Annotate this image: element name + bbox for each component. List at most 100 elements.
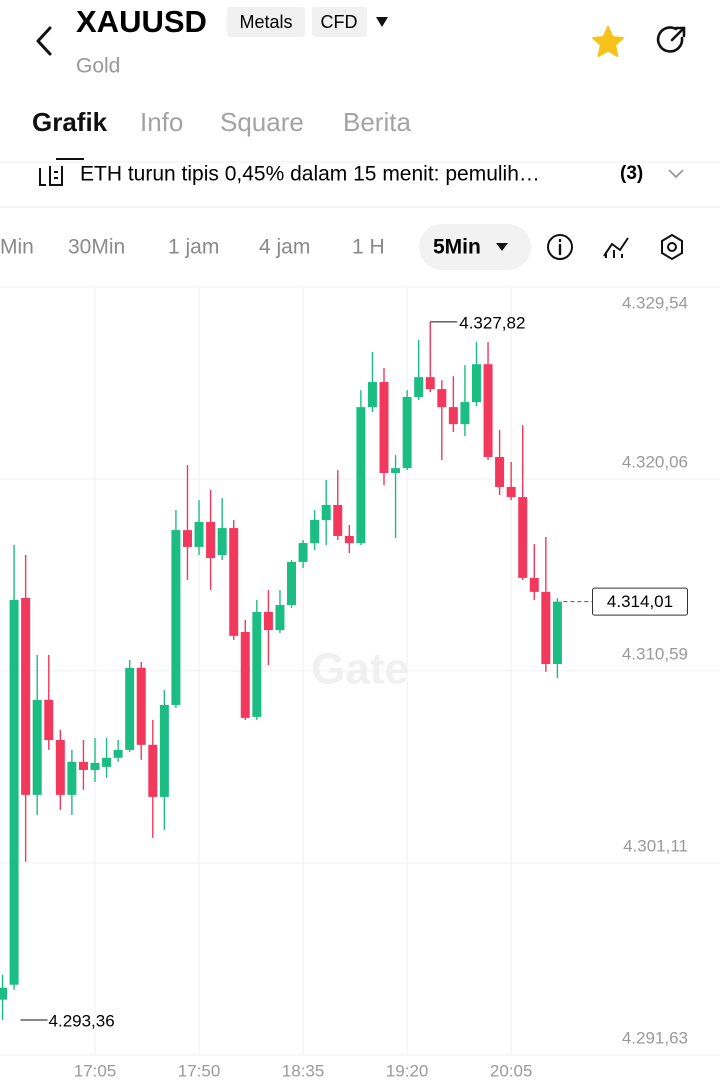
candle-body xyxy=(21,597,31,795)
info-icon[interactable] xyxy=(547,234,573,260)
tag-bg xyxy=(227,7,305,37)
candle-body xyxy=(402,397,412,469)
candle-body xyxy=(136,667,146,745)
expand-icon[interactable] xyxy=(668,169,684,179)
interval[interactable]: 4 jam xyxy=(259,236,310,259)
x-tick-label: 19:20 xyxy=(386,1061,429,1080)
candle-body xyxy=(379,382,389,473)
tab[interactable]: Grafik xyxy=(32,107,108,137)
interval[interactable]: 1 jam xyxy=(168,236,219,259)
share-icon-arrow xyxy=(670,26,686,42)
candle-body xyxy=(483,364,493,457)
interval[interactable]: Min xyxy=(0,236,34,259)
symbol: XAUUSD xyxy=(76,4,207,39)
candle-body xyxy=(506,486,516,498)
dropdown-icon xyxy=(496,243,508,251)
candle-body xyxy=(356,407,366,544)
candle-body xyxy=(148,744,158,797)
watermark: Gate xyxy=(311,645,409,694)
chart: Gate 4.291,63 4.301,11 4.310,59 4.320,06 4.32… xyxy=(0,286,720,1080)
interval[interactable]: 30Min xyxy=(68,236,125,259)
news-count: (3) xyxy=(620,163,643,184)
settings-icon[interactable] xyxy=(661,233,683,261)
candle-body xyxy=(414,377,424,398)
candle-body xyxy=(9,599,19,985)
selected-interval[interactable]: 5Min xyxy=(433,236,481,259)
candle-body xyxy=(471,364,481,403)
candle-body xyxy=(518,497,528,578)
tab[interactable]: Berita xyxy=(343,107,411,137)
last-price-box xyxy=(592,587,688,616)
candle-body xyxy=(182,530,192,547)
x-tick-label: 17:05 xyxy=(74,1061,117,1080)
candle-body xyxy=(32,699,42,795)
candle-body xyxy=(448,407,458,425)
candle-body xyxy=(171,530,181,705)
candle-body xyxy=(437,389,447,408)
favorite-star[interactable] xyxy=(592,26,624,57)
candle-body xyxy=(206,521,216,559)
selected-interval-bg[interactable] xyxy=(419,224,531,270)
candle-body xyxy=(240,632,250,718)
candle-body xyxy=(102,757,112,767)
tab[interactable]: Square xyxy=(220,107,304,137)
tag: CFD xyxy=(321,12,358,32)
y-tick-label: 4.310,59 xyxy=(622,644,688,663)
candle-body xyxy=(90,762,100,770)
news-text[interactable]: ETH turun tipis 0,45% dalam 15 menit: pe… xyxy=(80,163,540,186)
tab[interactable]: Info xyxy=(140,107,183,137)
candle-body xyxy=(44,699,54,740)
intervals: Min 30Min 1 jam 4 jam 1 H xyxy=(0,236,385,259)
tabs: Grafik Info Square Berita xyxy=(32,107,411,137)
last-price-label: 4.314,01 xyxy=(607,592,673,611)
candle-body xyxy=(495,456,505,487)
candle-body xyxy=(310,519,320,544)
x-tick-label: 18:35 xyxy=(282,1061,325,1080)
candle-body xyxy=(229,528,239,636)
candle-body xyxy=(367,382,377,408)
indicator-icon[interactable] xyxy=(603,237,629,258)
candle-body xyxy=(217,528,227,556)
instrument-name: Gold xyxy=(76,55,120,78)
candle-body xyxy=(78,761,88,770)
high-label: 4.327,82 xyxy=(459,313,525,332)
y-tick-label: 4.320,06 xyxy=(622,453,688,472)
candle-body xyxy=(391,468,401,473)
candle-body xyxy=(113,749,123,758)
tag: Metals xyxy=(239,12,292,32)
candle-body xyxy=(344,535,354,544)
news-icon xyxy=(39,158,84,186)
candle-body xyxy=(275,605,285,630)
tag-bg xyxy=(312,7,367,37)
y-tick-label: 4.329,54 xyxy=(622,293,688,312)
candle-body xyxy=(252,611,262,717)
share-icon[interactable] xyxy=(656,26,684,53)
interval[interactable]: 1 H xyxy=(352,236,385,259)
candle-body xyxy=(552,601,562,665)
dropdown-icon[interactable] xyxy=(376,17,388,27)
x-tick-label: 20:05 xyxy=(490,1061,533,1080)
back-button[interactable] xyxy=(36,26,52,56)
candle-body xyxy=(287,561,297,606)
candle-body xyxy=(529,577,539,592)
x-tick-label: 17:50 xyxy=(178,1061,221,1080)
y-tick-label: 4.291,63 xyxy=(622,1028,688,1047)
candle-body xyxy=(263,611,273,630)
y-tick-label: 4.301,11 xyxy=(623,836,688,855)
candle-body xyxy=(0,987,8,1000)
low-label: 4.293,36 xyxy=(49,1011,115,1030)
candle-body xyxy=(333,504,343,536)
candle-body xyxy=(55,739,65,795)
settings-icon-center xyxy=(667,242,677,252)
candle-body xyxy=(298,543,308,562)
candle-body xyxy=(425,377,435,390)
candle-body xyxy=(541,591,551,665)
candle-body xyxy=(194,521,204,547)
candle-body xyxy=(159,704,169,797)
candle-body xyxy=(321,504,331,520)
candle-body xyxy=(460,402,470,425)
candle-body xyxy=(67,761,77,795)
candle-body xyxy=(125,667,135,750)
